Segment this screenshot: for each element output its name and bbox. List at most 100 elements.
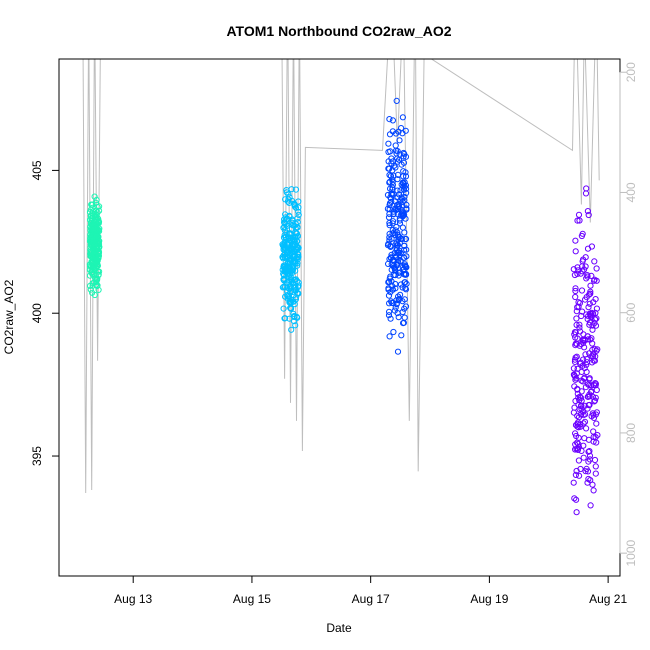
chart-title: ATOM1 Northbound CO2raw_AO2 bbox=[226, 23, 451, 39]
data-point bbox=[389, 128, 396, 135]
data-point bbox=[578, 312, 585, 320]
data-point bbox=[283, 189, 290, 196]
data-point bbox=[579, 308, 586, 315]
data-point bbox=[295, 198, 302, 205]
data-point bbox=[292, 296, 299, 303]
data-point bbox=[590, 433, 597, 441]
data-point bbox=[577, 360, 584, 367]
data-point bbox=[89, 270, 96, 278]
data-point bbox=[589, 481, 596, 488]
data-point bbox=[401, 229, 408, 236]
data-point bbox=[592, 394, 599, 401]
data-point bbox=[390, 208, 397, 215]
data-point bbox=[386, 171, 393, 179]
data-point bbox=[401, 193, 408, 200]
data-point bbox=[291, 313, 298, 321]
data-point bbox=[585, 211, 592, 219]
y2-tick-label: 1000 bbox=[624, 539, 638, 566]
data-point bbox=[289, 217, 296, 224]
data-point bbox=[284, 295, 291, 302]
data-point bbox=[584, 208, 592, 215]
data-point bbox=[587, 282, 594, 289]
data-point bbox=[386, 116, 393, 123]
data-point bbox=[573, 509, 580, 516]
data-point bbox=[389, 220, 396, 227]
data-point bbox=[576, 397, 583, 404]
data-point bbox=[281, 220, 288, 227]
data-point bbox=[394, 148, 401, 155]
data-point bbox=[395, 205, 402, 213]
data-point bbox=[288, 186, 295, 193]
data-point bbox=[396, 137, 403, 144]
data-point bbox=[574, 445, 581, 452]
data-point bbox=[586, 310, 594, 317]
y-tick-label: 405 bbox=[30, 160, 44, 180]
series-2 bbox=[279, 186, 302, 333]
y2-tick-label: 400 bbox=[624, 182, 638, 202]
data-point bbox=[402, 285, 409, 292]
data-point bbox=[590, 487, 597, 494]
data-point bbox=[581, 418, 589, 425]
data-point bbox=[399, 284, 406, 291]
data-point bbox=[88, 201, 95, 208]
data-point bbox=[283, 229, 290, 236]
data-point bbox=[393, 97, 400, 105]
data-point bbox=[289, 241, 296, 248]
data-point bbox=[391, 249, 398, 257]
data-point bbox=[285, 191, 292, 198]
data-point bbox=[392, 253, 399, 261]
data-point bbox=[591, 456, 599, 464]
data-point bbox=[91, 291, 99, 299]
data-point bbox=[391, 162, 398, 169]
data-point bbox=[576, 472, 583, 479]
data-point bbox=[583, 275, 590, 282]
data-point bbox=[592, 463, 599, 470]
data-point bbox=[571, 331, 578, 338]
y2-series-line bbox=[82, 59, 600, 494]
data-point bbox=[386, 230, 393, 237]
data-point bbox=[395, 191, 403, 198]
data-point bbox=[386, 178, 393, 185]
data-point bbox=[576, 300, 584, 307]
data-point bbox=[572, 248, 579, 255]
data-point bbox=[580, 442, 587, 449]
data-point bbox=[590, 411, 597, 418]
data-point bbox=[289, 258, 297, 266]
data-point bbox=[583, 368, 590, 376]
data-point bbox=[587, 336, 594, 343]
data-point bbox=[93, 196, 100, 204]
data-point bbox=[401, 305, 408, 312]
data-point bbox=[91, 239, 98, 246]
data-point bbox=[94, 257, 101, 264]
data-point bbox=[293, 230, 300, 237]
data-point bbox=[573, 375, 580, 382]
data-point bbox=[593, 386, 600, 394]
data-point bbox=[575, 457, 583, 464]
data-point bbox=[385, 260, 392, 267]
data-point bbox=[292, 276, 300, 283]
data-point bbox=[95, 272, 102, 279]
data-point bbox=[592, 353, 599, 360]
data-point bbox=[384, 242, 392, 249]
data-point bbox=[397, 291, 404, 298]
data-point bbox=[582, 384, 590, 391]
data-point bbox=[388, 155, 395, 162]
data-point bbox=[576, 324, 583, 331]
data-point bbox=[292, 322, 299, 329]
data-point bbox=[387, 148, 394, 155]
x-axis: Aug 13 Aug 15 Aug 17 Aug 19 Aug 21 bbox=[114, 575, 627, 606]
data-point bbox=[403, 206, 410, 213]
data-point bbox=[570, 479, 577, 486]
data-point bbox=[588, 272, 595, 279]
data-point bbox=[89, 223, 97, 230]
data-point bbox=[295, 251, 302, 258]
data-point bbox=[591, 320, 598, 327]
data-point bbox=[589, 326, 596, 333]
data-point bbox=[395, 269, 402, 276]
data-point bbox=[401, 242, 408, 249]
data-point bbox=[584, 272, 591, 279]
data-point bbox=[584, 245, 592, 252]
data-point bbox=[386, 300, 393, 307]
data-point bbox=[291, 240, 298, 247]
data-point bbox=[286, 299, 293, 306]
